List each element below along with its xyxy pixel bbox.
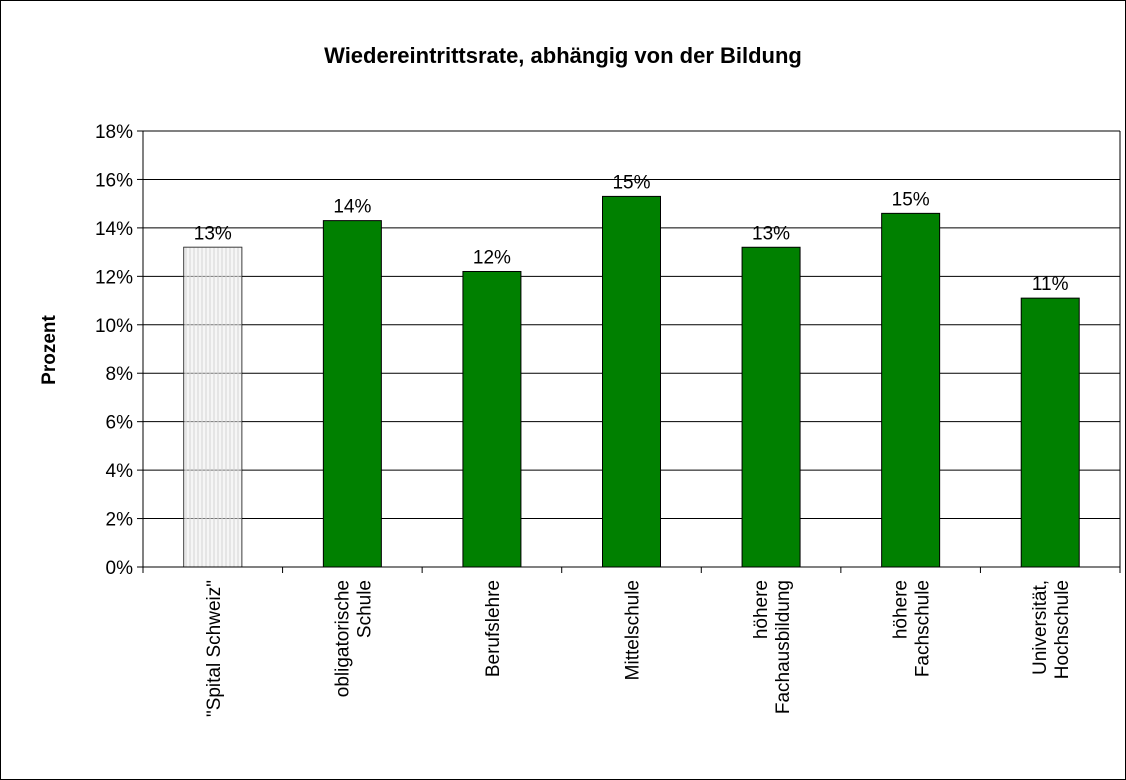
x-tick-label: höhereFachausbildung — [751, 580, 794, 714]
value-label: 12% — [473, 247, 511, 268]
bar — [1020, 297, 1080, 568]
x-tick-label: "Spital Schweiz" — [204, 580, 225, 717]
y-tick-label: 14% — [95, 219, 133, 240]
chart-title: Wiedereintrittsrate, abhängig von der Bi… — [324, 43, 802, 68]
x-tick-label: höhereFachschule — [891, 580, 934, 677]
value-label: 15% — [892, 189, 930, 210]
x-tick-label: Universität,Hochschule — [1030, 580, 1073, 679]
y-tick-label: 4% — [106, 461, 134, 482]
bar — [462, 270, 522, 568]
bar-bg — [183, 247, 242, 567]
y-tick-label: 12% — [95, 267, 133, 288]
value-label: 13% — [194, 223, 232, 244]
value-label: 11% — [1032, 274, 1069, 295]
value-label: 15% — [612, 172, 650, 193]
y-tick-label: 16% — [95, 170, 133, 191]
value-label: 14% — [333, 197, 371, 218]
value-label: 13% — [752, 223, 790, 244]
y-tick-label: 0% — [106, 558, 134, 579]
x-tick-label: Mittelschule — [623, 580, 644, 680]
x-tick-label: obligatorischeSchule — [332, 580, 375, 697]
y-tick-label: 18% — [95, 122, 133, 143]
bar — [602, 195, 661, 568]
bar — [741, 246, 801, 568]
y-tick-label: 8% — [106, 364, 134, 385]
bar — [322, 220, 382, 568]
y-tick-label: 10% — [95, 316, 133, 337]
x-tick-label: Berufslehre — [483, 580, 504, 677]
y-tick-label: 6% — [106, 413, 134, 434]
y-axis-title: Prozent — [39, 314, 60, 384]
bar — [881, 212, 941, 568]
y-tick-label: 2% — [106, 510, 134, 531]
